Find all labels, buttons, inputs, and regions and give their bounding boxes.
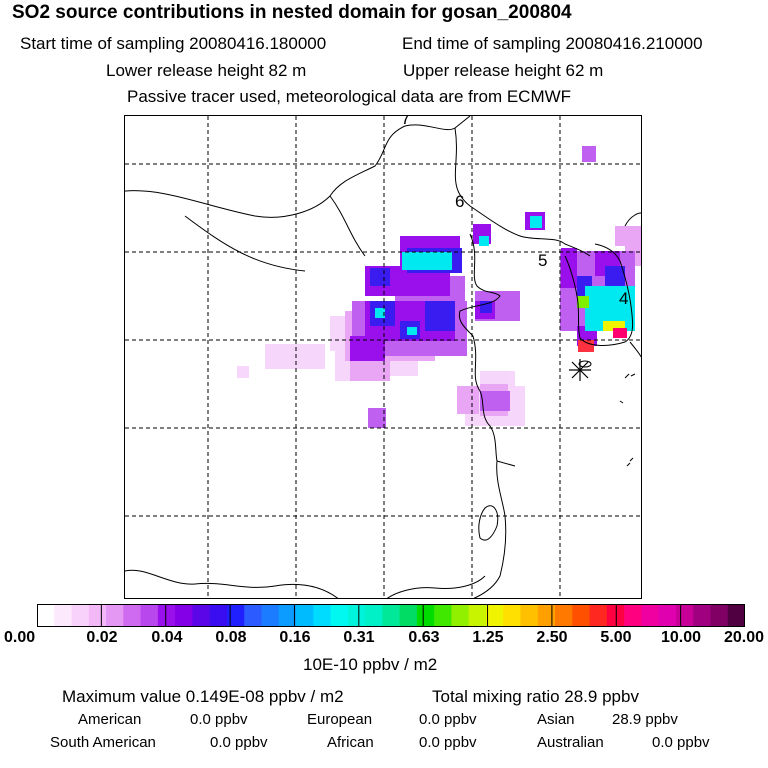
colorbar-swatch bbox=[503, 604, 522, 627]
colorbar-tick-9: 5.00 bbox=[600, 629, 632, 646]
colorbar-swatch bbox=[192, 604, 211, 627]
region-american-label: American bbox=[78, 711, 142, 728]
colorbar-swatch bbox=[675, 604, 694, 627]
colorbar-tick-5: 0.31 bbox=[343, 629, 375, 646]
colorbar-tick-4: 0.16 bbox=[279, 629, 311, 646]
colorbar-swatch bbox=[106, 604, 124, 627]
colorbar-tick-1: 0.02 bbox=[86, 629, 118, 646]
colorbar-tick-2: 0.04 bbox=[151, 629, 183, 646]
sampling-end: End time of sampling 20080416.210000 bbox=[402, 34, 703, 53]
colorbar-swatch bbox=[123, 604, 142, 627]
colorbar-swatch bbox=[365, 604, 383, 627]
lower-release-height: Lower release height 82 m bbox=[106, 61, 307, 80]
region-south-american-label: South American bbox=[50, 734, 156, 751]
colorbar-swatch bbox=[175, 604, 193, 627]
region-african-value: 0.0 ppbv bbox=[419, 734, 477, 751]
region-australian-value: 0.0 ppbv bbox=[652, 734, 710, 751]
colorbar-swatch bbox=[710, 604, 729, 627]
region-asian-label: Asian bbox=[537, 711, 575, 728]
region-south-american-value: 0.0 ppbv bbox=[210, 734, 268, 751]
colorbar-swatch bbox=[606, 604, 625, 627]
colorbar-swatch bbox=[330, 604, 349, 627]
map-panel: 4 5 6 7 bbox=[124, 115, 642, 599]
colorbar-swatch bbox=[261, 604, 280, 627]
upper-release-height: Upper release height 62 m bbox=[403, 61, 604, 80]
lat-lon-grid bbox=[125, 116, 641, 598]
colorbar-swatch bbox=[399, 604, 418, 627]
map-canvas: 4 5 6 7 bbox=[125, 116, 641, 598]
colorbar-swatch bbox=[209, 604, 228, 627]
colorbar-swatch bbox=[485, 604, 504, 627]
colorbar-swatch bbox=[693, 604, 711, 627]
page-title: SO2 source contributions in nested domai… bbox=[12, 2, 572, 23]
colorbar-swatch bbox=[313, 604, 332, 627]
region-african-label: African bbox=[327, 734, 374, 751]
colorbar-swatch bbox=[71, 604, 90, 627]
region-american-value: 0.0 ppbv bbox=[190, 711, 248, 728]
coastlines bbox=[125, 116, 641, 598]
model-note: Passive tracer used, meteorological data… bbox=[127, 87, 572, 106]
total-mixing-ratio: Total mixing ratio 28.9 ppbv bbox=[432, 687, 639, 706]
colorbar-swatch bbox=[589, 604, 608, 627]
colorbar-tick-6: 0.63 bbox=[408, 629, 440, 646]
trajectory-label-4: 4 bbox=[619, 289, 628, 308]
colorbar-tick-3: 0.08 bbox=[215, 629, 247, 646]
colorbar-swatch bbox=[572, 604, 591, 627]
colorbar-swatch bbox=[37, 604, 55, 627]
colorbar-tick-0: 0.00 bbox=[4, 629, 36, 646]
colorbar-swatch bbox=[520, 604, 539, 627]
colorbar-swatch bbox=[468, 604, 487, 627]
region-australian-label: Australian bbox=[537, 734, 604, 751]
colorbar-swatch bbox=[88, 604, 107, 627]
colorbar-swatch bbox=[226, 604, 245, 627]
colorbar-unit-label: 10E-10 ppbv / m2 bbox=[303, 655, 438, 674]
region-european-value: 0.0 ppbv bbox=[419, 711, 477, 728]
colorbar-swatch bbox=[658, 604, 677, 627]
colorbar-swatch bbox=[555, 604, 573, 627]
colorbar-swatch bbox=[347, 604, 366, 627]
colorbar-swatch bbox=[434, 604, 452, 627]
trajectory-label-6: 6 bbox=[455, 192, 464, 211]
colorbar-border bbox=[37, 604, 745, 627]
sampling-start: Start time of sampling 20080416.180000 bbox=[20, 34, 327, 53]
colorbar-swatch bbox=[278, 604, 297, 627]
region-asian-value: 28.9 ppbv bbox=[612, 711, 678, 728]
colorbar-swatch bbox=[382, 604, 401, 627]
colorbar-tick-7: 1.25 bbox=[472, 629, 504, 646]
trajectory-label-5: 5 bbox=[538, 251, 547, 270]
colorbar-tick-8: 2.50 bbox=[536, 629, 568, 646]
color-scale-bar bbox=[37, 604, 745, 627]
colorbar-swatch bbox=[537, 604, 556, 627]
colorbar-swatch bbox=[451, 604, 470, 627]
colorbar-swatch bbox=[54, 604, 73, 627]
colorbar-swatch bbox=[157, 604, 176, 627]
colorbar-swatch bbox=[727, 604, 745, 627]
concentration-field bbox=[237, 146, 641, 428]
colorbar-tick-11: 20.00 bbox=[723, 629, 764, 646]
trajectory-label-7: 7 bbox=[401, 116, 410, 128]
colorbar-tick-10: 10.00 bbox=[660, 629, 702, 646]
colorbar-swatch bbox=[244, 604, 262, 627]
colorbar-swatch bbox=[416, 604, 435, 627]
colorbar-swatch bbox=[641, 604, 660, 627]
colorbar-swatch bbox=[296, 604, 314, 627]
colorbar-swatch bbox=[140, 604, 159, 627]
maximum-value: Maximum value 0.149E-08 ppbv / m2 bbox=[62, 687, 344, 706]
region-european-label: European bbox=[307, 711, 373, 728]
receptor-site-marker bbox=[569, 359, 591, 381]
colorbar-swatch bbox=[624, 604, 642, 627]
